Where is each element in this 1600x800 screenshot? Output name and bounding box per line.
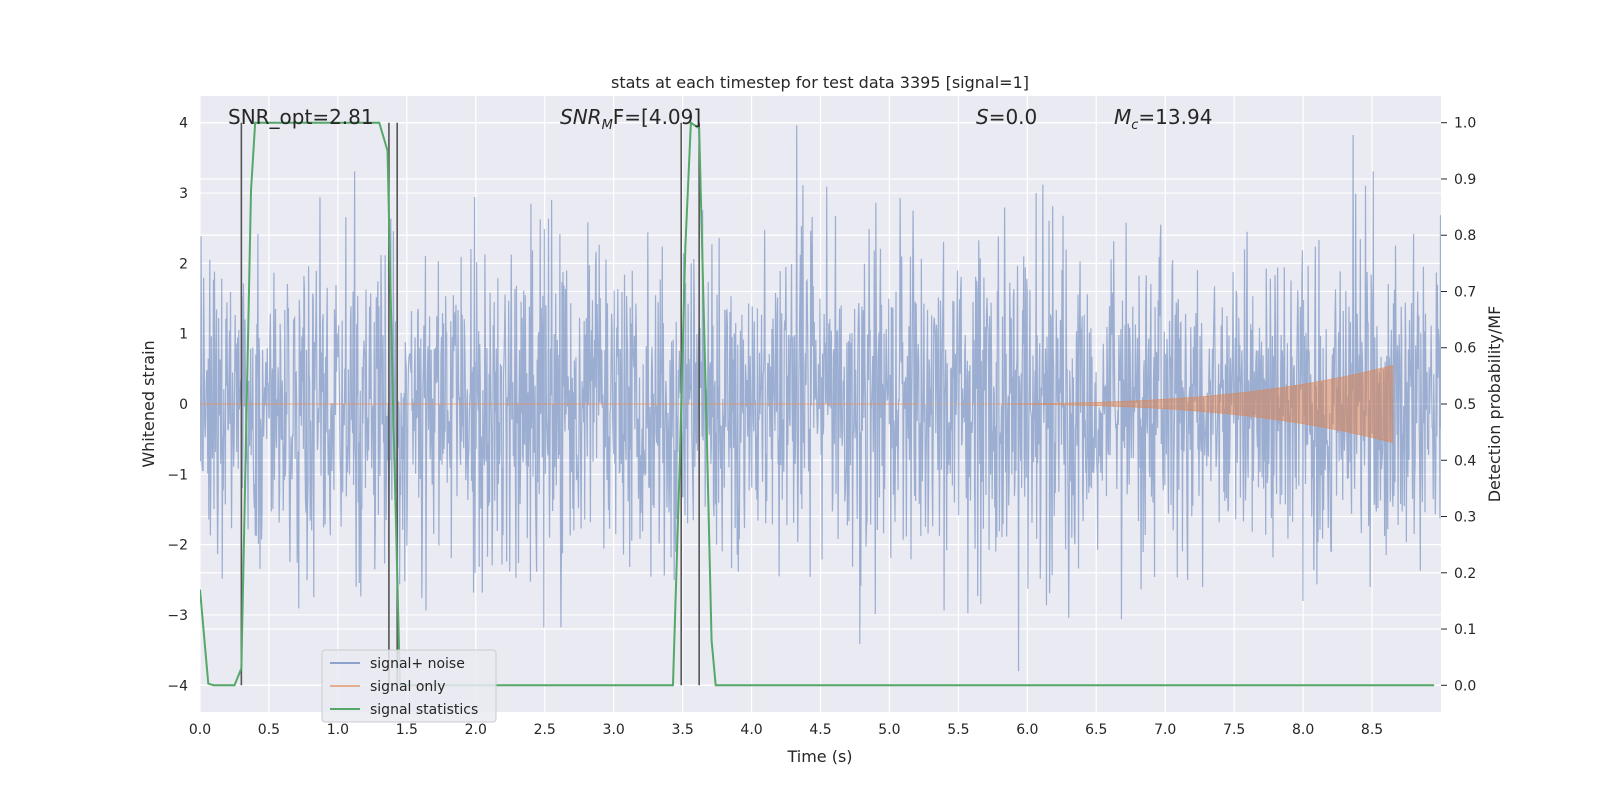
plot-area <box>200 120 1441 687</box>
x-tick-label: 7.0 <box>1154 722 1176 738</box>
x-tick-label: 4.0 <box>740 722 762 738</box>
y2-tick-label: 0.7 <box>1454 284 1476 300</box>
x-tick-label: 1.0 <box>327 722 349 738</box>
annotation-snr-opt: SNR_opt=2.81 <box>228 105 374 129</box>
annotation-mc-value: =13.94 <box>1138 105 1212 129</box>
x-tick-label: 5.5 <box>947 722 969 738</box>
x-tick-label: 5.0 <box>878 722 900 738</box>
x-tick-label: 8.5 <box>1361 722 1383 738</box>
x-tick-label: 3.5 <box>671 722 693 738</box>
legend-box <box>321 649 497 723</box>
y2-tick-label: 0.5 <box>1454 397 1476 413</box>
annotation-mc-var: M <box>1114 105 1131 129</box>
annotation-mc: Mc=13.94 <box>1114 105 1212 133</box>
x-tick-label: 0.5 <box>258 722 280 738</box>
y-tick-label: −4 <box>167 678 188 694</box>
y-tick-label: −3 <box>167 608 188 624</box>
annotation-mc-sub: c <box>1131 118 1138 133</box>
x-tick-label: 6.5 <box>1085 722 1107 738</box>
annotation-snr-mf-suffix: F=[4.09] <box>613 105 701 129</box>
y-axis-label: Whitened strain <box>139 340 158 467</box>
y2-tick-label: 0.2 <box>1454 566 1476 582</box>
y-tick-label: −2 <box>167 538 188 554</box>
legend: signal+ noise signal only signal statist… <box>321 649 497 723</box>
legend-label-signal: signal only <box>370 679 445 695</box>
y2-tick-label: 0.1 <box>1454 622 1476 638</box>
x-axis-label: Time (s) <box>786 747 852 766</box>
x-tick-label: 7.5 <box>1223 722 1245 738</box>
x-axis-ticks: 0.0 0.5 1.0 1.5 2.0 2.5 3.0 3.5 4.0 4.5 5.0 5.5 6.0 6… <box>189 722 1383 738</box>
y2-tick-label: 0.6 <box>1454 341 1476 357</box>
x-tick-label: 8.0 <box>1292 722 1314 738</box>
y2-tick-label: 0.9 <box>1454 172 1476 188</box>
x-tick-label: 2.0 <box>465 722 487 738</box>
x-tick-label: 4.5 <box>809 722 831 738</box>
annotation-snr-mf-sub: M <box>602 118 613 133</box>
y-tick-label: 3 <box>179 186 188 202</box>
signal-statistics-series <box>200 120 1435 687</box>
y2-tick-label: 0.4 <box>1454 453 1476 469</box>
x-tick-label: 0.0 <box>189 722 211 738</box>
y2-axis-label: Detection probability/MF <box>1485 306 1504 503</box>
y-axis-ticks: −4 −3 −2 −1 0 1 2 3 4 <box>167 116 188 695</box>
y2-tick-label: 1.0 <box>1454 116 1476 132</box>
x-tick-label: 6.0 <box>1016 722 1038 738</box>
y2-axis-ticks: 0.0 0.1 0.2 0.3 0.4 0.5 0.6 0.7 0.8 0.9 1.0 <box>1441 116 1476 694</box>
signal-only-series <box>917 364 1394 444</box>
x-tick-label: 1.5 <box>396 722 418 738</box>
x-tick-label: 2.5 <box>534 722 556 738</box>
annotation-s: S=0.0 <box>976 105 1037 129</box>
annotation-snr-mf-prefix: SNR <box>560 105 602 129</box>
annotation-s-value: =0.0 <box>989 105 1038 129</box>
y-tick-label: 0 <box>179 397 188 413</box>
y2-tick-label: 0.0 <box>1454 678 1476 694</box>
annotation-snr-mf: SNRMF=[4.09] <box>560 105 701 133</box>
y-tick-label: −1 <box>167 467 188 483</box>
y2-tick-label: 0.8 <box>1454 228 1476 244</box>
x-tick-label: 3.0 <box>603 722 625 738</box>
legend-label-statistics: signal statistics <box>370 702 478 718</box>
legend-label-noise: signal+ noise <box>370 656 465 672</box>
y-tick-label: 1 <box>179 327 188 343</box>
annotation-s-var: S <box>976 105 989 129</box>
chart-title: stats at each timestep for test data 339… <box>611 73 1029 92</box>
y-tick-label: 2 <box>179 256 188 272</box>
y-tick-label: 4 <box>179 116 188 132</box>
y2-tick-label: 0.3 <box>1454 510 1476 526</box>
